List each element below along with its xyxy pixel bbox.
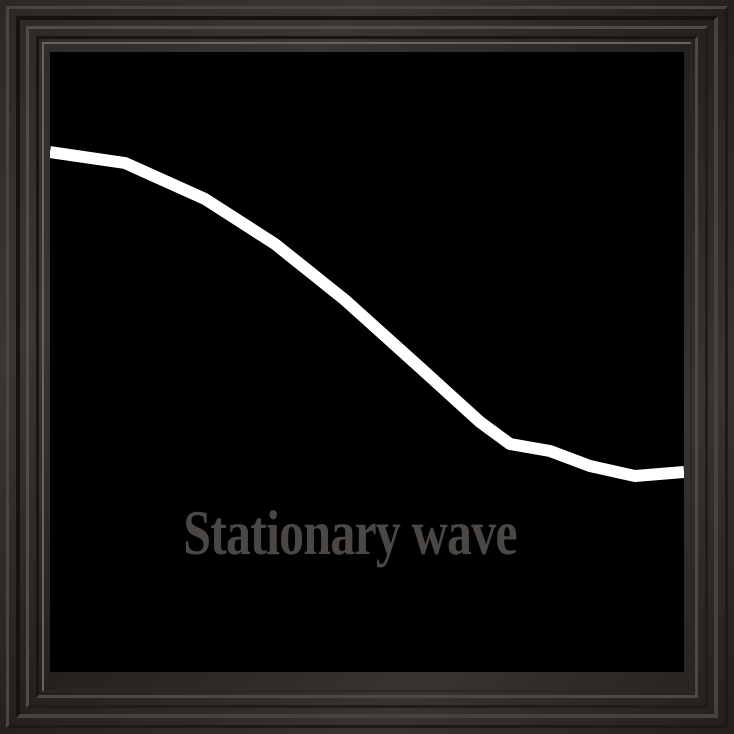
caption-text: Stationary wave [183, 497, 517, 568]
frame-molding-middle [26, 26, 708, 708]
wave-graphic [50, 146, 684, 482]
frame-molding-inner [36, 36, 698, 698]
frame-molding-lip [42, 42, 692, 692]
frame-molding-groove [16, 16, 718, 718]
frame-molding-outer [6, 6, 728, 728]
display-canvas: Stationary wave [50, 52, 684, 672]
wave-line [50, 146, 684, 482]
